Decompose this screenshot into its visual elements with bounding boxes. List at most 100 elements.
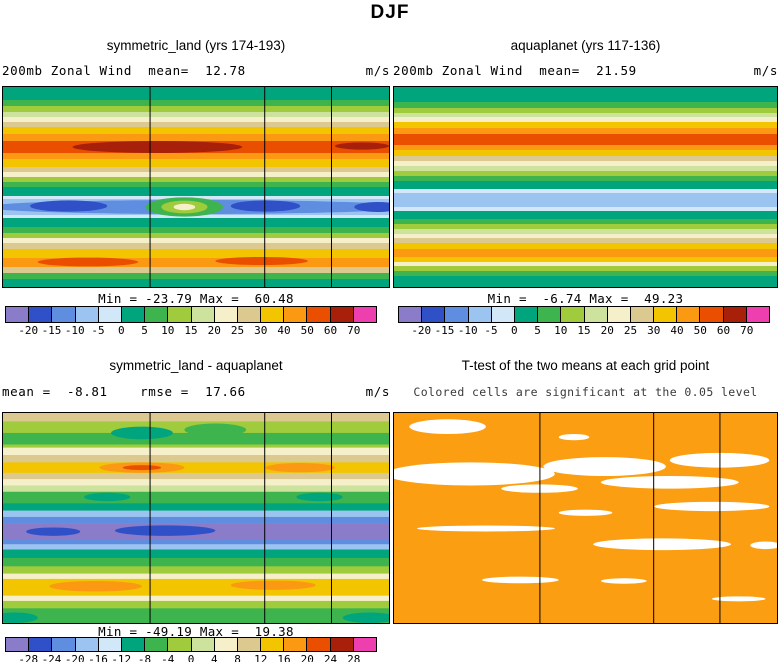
contour-band [3,447,389,456]
colorbar-tick-label: -8 [137,653,152,662]
colorbar-cell [307,638,331,651]
colorbar-cells [398,306,770,323]
colorbar-cell [237,307,262,322]
contour-band [394,229,777,235]
non-significant-region [600,578,647,584]
colorbar-cell [723,307,747,322]
contour-blob [30,200,108,212]
colorbar-labels: -20 -15 -10 -5 0 5 10 15 20 25 30 40 50 60 70 [5,323,377,337]
ttest-subtitle: Colored cells are significant at the 0.0… [413,385,758,399]
colorbar-tick-label: 16 [277,653,291,662]
colorbar-tick-label: 70 [347,324,361,337]
contour-band [394,113,777,118]
contour-band [3,112,389,118]
minmax-symmetric-land: Min = -23.79 Max = 60.48 [98,291,294,306]
field-mean-label: 200mb Zonal Wind mean= 12.78 [2,63,246,78]
contour-band [394,161,777,167]
colorbar-cell [191,638,215,651]
contour-band [3,117,389,123]
contour-band [3,196,389,200]
contour-band [394,238,777,244]
non-significant-region [394,462,555,486]
colorbar-tick-label: -12 [111,653,132,662]
contour-band [3,432,389,445]
colorbar-tick-label: -10 [64,324,85,337]
non-significant-region [654,501,770,512]
panel-title-difference: symmetric_land - aquaplanet [109,358,283,373]
minmax-difference: Min = -49.19 Max = 19.38 [98,624,294,639]
colorbar-cell [237,638,262,651]
colorbar-tick-label: 28 [347,653,361,662]
non-significant-region [409,419,486,434]
colorbar-tick-label: -15 [434,324,455,337]
contour-band [394,156,777,162]
contour-plot-symmetric-land [3,87,389,287]
contour-band [3,462,389,474]
contour-band [3,510,389,518]
minmax-aquaplanet: Min = -6.74 Max = 49.23 [487,291,684,306]
contour-plot-difference [3,413,389,623]
contour-blob [3,612,38,623]
contour-band [3,413,389,422]
colorbar-tick-label: 4 [210,653,218,662]
colorbar-cell [353,638,376,651]
colorbar-tick-label: 30 [647,324,661,337]
contour-band [3,233,389,239]
significance-map-ttest [394,413,777,623]
colorbar-tick-label: -4 [161,653,175,662]
colorbar-cell [399,307,423,322]
contour-band [394,224,777,230]
contour-band [3,106,389,113]
colorbar-cells [5,306,377,323]
contour-blob [265,462,335,473]
colorbar-cell [145,638,169,651]
colorbar-cell [98,638,122,651]
units-label: m/s [365,384,390,399]
colorbar-cell [168,307,192,322]
colorbar-tick-label: 20 [600,324,614,337]
contour-band [394,243,777,250]
contour-band [394,219,777,225]
contour-band [394,276,777,287]
colorbar-tick-label: 40 [277,324,291,337]
contour-band [3,608,389,623]
colorbar-tick-label: -20 [18,324,39,337]
colorbar-tick-label: -20 [411,324,432,337]
contour-band [394,87,777,103]
contour-band [3,267,389,274]
contour-band [3,100,389,107]
contour-band [3,600,389,609]
contour-band [3,566,389,574]
contour-band [3,258,389,268]
non-significant-region [482,576,559,584]
colorbar-tick-label: -5 [484,324,498,337]
contour-band [3,187,389,197]
colorbar-tick-label: 15 [184,324,198,337]
contour-band [3,557,389,567]
colorbar-cell [330,638,354,651]
plot-ttest [393,412,778,624]
panel-title-aquaplanet: aquaplanet (yrs 117-136) [510,38,661,53]
colorbar-cell [422,307,446,322]
colorbar-wind-right: -20 -15 -10 -5 0 5 10 15 20 25 30 40 50 60 70 [398,306,770,337]
colorbar-wind-left: -20 -15 -10 -5 0 5 10 15 20 25 30 40 50 60 70 [5,306,377,337]
contour-band [394,211,777,220]
non-significant-region [543,457,666,476]
contour-band [3,485,389,492]
contour-band [3,159,389,168]
colorbar-cell [514,307,539,322]
panel-title-ttest: T-test of the two means at each grid poi… [461,358,710,373]
colorbar-tick-label: -20 [64,653,85,662]
contour-band [3,273,389,280]
contour-band [394,271,777,277]
colorbar-cell [121,638,146,651]
contour-band [394,150,777,157]
contour-band [3,87,389,101]
contour-band [3,215,389,219]
contour-band [3,227,389,234]
contour-band [394,166,777,172]
non-significant-region [711,596,766,602]
contour-blob [111,426,173,440]
contour-band [394,266,777,272]
colorbar-tick-label: 40 [670,324,684,337]
